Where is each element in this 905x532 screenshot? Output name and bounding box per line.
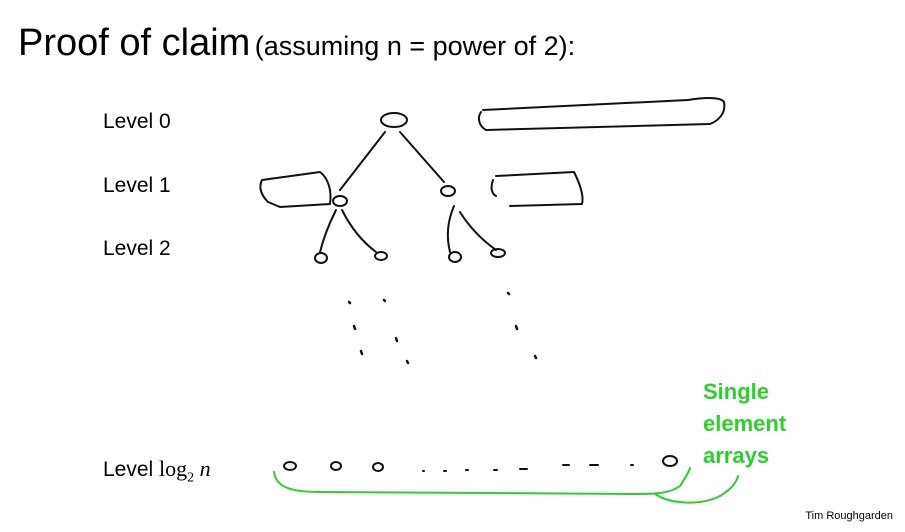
- leaf-node: [662, 455, 678, 467]
- level-log-label: Level log2 n: [103, 456, 211, 486]
- tree-edge: [399, 131, 445, 183]
- slide-title: Proof of claim (assuming n = power of 2)…: [18, 22, 575, 65]
- level-1-label: Level 1: [103, 174, 171, 197]
- tree-edge: [341, 209, 377, 253]
- tree-edge: [339, 131, 386, 191]
- tree-node-level2: [374, 251, 388, 261]
- tree-node-level2: [314, 252, 328, 264]
- green-pointer: [654, 475, 739, 504]
- tree-node-root: [380, 112, 408, 128]
- bracket-level-1-left: [259, 171, 332, 208]
- tree-node-left: [332, 195, 348, 207]
- title-subtitle: (assuming n = power of 2):: [254, 31, 576, 61]
- bracket-level-0: [477, 97, 726, 131]
- annotation-line: element: [703, 411, 787, 436]
- author-credit: Tim Roughgarden: [805, 510, 893, 522]
- tree-node-level2: [448, 251, 462, 263]
- green-underbrace: [273, 467, 691, 495]
- single-element-annotation: Single element arrays: [703, 376, 786, 472]
- tree-edge: [446, 205, 455, 253]
- log-base: 2: [187, 470, 195, 486]
- leaf-node: [283, 461, 297, 471]
- leaf-node: [372, 462, 384, 472]
- annotation-line: Single: [703, 379, 770, 404]
- tree-edge: [459, 211, 497, 251]
- log-func: log: [159, 456, 188, 481]
- log-var: n: [199, 456, 211, 481]
- continuation-dots: [347, 291, 538, 365]
- tree-node-right: [440, 185, 456, 197]
- level-log-word: Level: [103, 458, 154, 481]
- title-main: Proof of claim: [18, 22, 251, 64]
- bracket-level-1-right: [490, 171, 584, 207]
- level-2-label: Level 2: [103, 237, 171, 260]
- log2n-formula: log2 n: [159, 456, 211, 485]
- tree-edge: [319, 209, 337, 253]
- leaf-node: [330, 461, 342, 471]
- leaf-dashes: [422, 464, 634, 472]
- annotation-line: arrays: [703, 443, 770, 468]
- tree-node-level2: [490, 248, 506, 258]
- level-0-label: Level 0: [103, 110, 171, 133]
